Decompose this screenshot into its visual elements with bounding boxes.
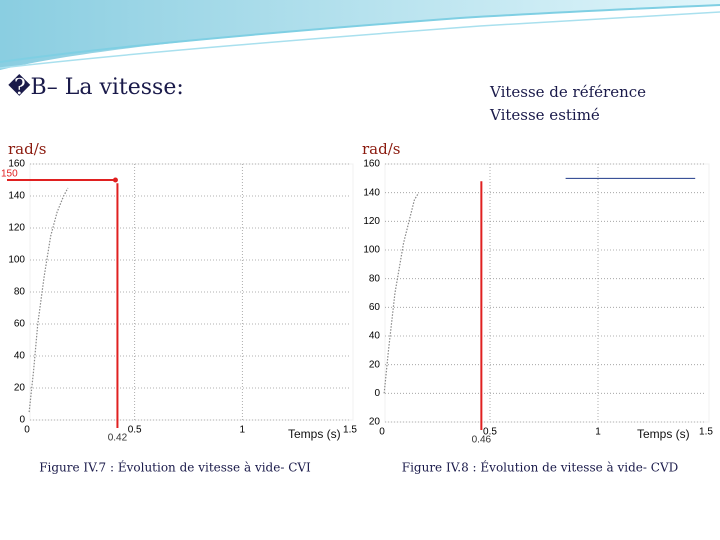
y-tick-label: 100 xyxy=(8,255,25,266)
y-tick-label: 60 xyxy=(369,302,381,313)
x-tick-label: 0 xyxy=(24,425,30,436)
annotation-dot xyxy=(112,177,118,183)
x-tick-label: 0.5 xyxy=(128,425,142,436)
y-tick-label: 20 xyxy=(14,383,26,394)
y-axis-label: rad/s xyxy=(8,140,46,158)
legend-entry: Vitesse estimé xyxy=(489,106,600,124)
y-tick-label: 0 xyxy=(19,415,25,426)
y-tick-label: 0 xyxy=(374,388,380,399)
x-axis-label: Temps (s) xyxy=(637,427,690,441)
annotation-label: 0.42 xyxy=(108,433,128,444)
y-tick-label: 140 xyxy=(363,187,380,198)
x-tick-label: 1 xyxy=(240,425,246,436)
series-line xyxy=(383,192,420,394)
header-curve xyxy=(0,4,720,63)
series-line xyxy=(28,187,69,413)
y-tick-label: 60 xyxy=(14,319,26,330)
x-axis-label: Temps (s) xyxy=(288,427,341,441)
x-tick-label: 0.5 xyxy=(483,427,497,438)
y-tick-label: 120 xyxy=(363,216,380,227)
figure-caption: Figure IV.7 : Évolution de vitesse à vid… xyxy=(39,460,311,475)
y-tick-label: 80 xyxy=(369,273,381,284)
y-tick-label: 40 xyxy=(369,331,381,342)
y-tick-label: 160 xyxy=(363,159,380,170)
y-tick-label: 140 xyxy=(8,191,25,202)
x-tick-label: 1.5 xyxy=(699,427,713,438)
header-curve xyxy=(0,11,720,69)
x-tick-label: 1.5 xyxy=(343,425,357,436)
y-tick-label: 40 xyxy=(14,351,26,362)
header-wave xyxy=(0,0,720,70)
y-tick-label: 100 xyxy=(363,245,380,256)
annotation-label: 150 xyxy=(1,169,18,180)
y-tick-label: 20 xyxy=(369,359,381,370)
figure-caption: Figure IV.8 : Évolution de vitesse à vid… xyxy=(402,460,679,475)
y-tick-label: 80 xyxy=(14,287,26,298)
legend-entry: Vitesse de référence xyxy=(489,83,646,101)
y-tick-label: 120 xyxy=(8,223,25,234)
x-tick-label: 1 xyxy=(595,427,601,438)
plot-area xyxy=(384,163,710,423)
y-axis-label: rad/s xyxy=(362,140,400,158)
x-tick-label: 0 xyxy=(379,427,385,438)
y-tick-label: 160 xyxy=(8,159,25,170)
slide-title: �B– La vitesse: xyxy=(8,74,184,100)
annotation-label: 0.46 xyxy=(472,435,492,446)
y-tick-label: 20 xyxy=(369,417,381,428)
